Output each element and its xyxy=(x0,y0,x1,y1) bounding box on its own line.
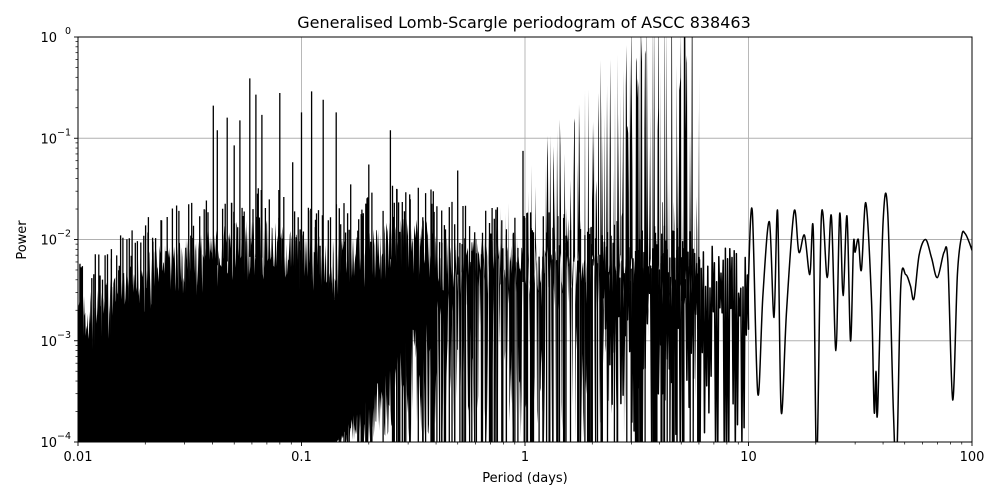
x-axis-label: Period (days) xyxy=(482,471,568,486)
x-tick-label: 0.1 xyxy=(291,450,312,465)
y-axis-label: Power xyxy=(15,220,30,260)
x-tick-label: 10 xyxy=(740,450,757,465)
svg-text:−2: −2 xyxy=(57,229,71,240)
dense-noise-band xyxy=(78,37,700,442)
x-tick-label: 100 xyxy=(960,450,985,465)
svg-text:−1: −1 xyxy=(57,127,71,138)
plot-area xyxy=(78,37,972,442)
y-tick-label: 10 xyxy=(40,31,57,46)
svg-text:0: 0 xyxy=(65,26,71,37)
y-tick-label: 10 xyxy=(40,132,57,147)
x-tick-label: 1 xyxy=(521,450,529,465)
x-axis-ticks: 0.01 0.1 1 10 100 xyxy=(64,442,985,465)
periodogram-spikes xyxy=(79,78,701,442)
svg-text:−4: −4 xyxy=(57,431,71,442)
svg-text:−3: −3 xyxy=(57,330,71,341)
chart-title: Generalised Lomb-Scargle periodogram of … xyxy=(297,13,751,32)
periodogram-line xyxy=(599,192,972,442)
y-tick-label: 10 xyxy=(40,335,57,350)
x-tick-label: 0.01 xyxy=(64,450,93,465)
y-tick-label: 10 xyxy=(40,436,57,451)
y-tick-label: 10 xyxy=(40,234,57,249)
